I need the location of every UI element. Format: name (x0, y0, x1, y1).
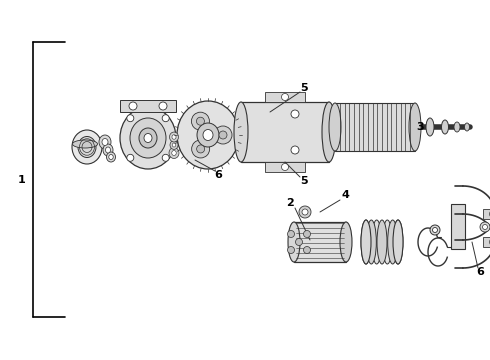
Bar (265, 162, 305, 172)
Circle shape (281, 163, 289, 171)
Circle shape (483, 225, 488, 230)
Bar (451, 204, 465, 249)
Text: 1: 1 (18, 175, 26, 185)
Ellipse shape (393, 220, 403, 264)
Circle shape (196, 145, 205, 153)
Bar (265, 92, 305, 102)
Circle shape (214, 126, 232, 144)
Ellipse shape (73, 140, 98, 148)
Ellipse shape (465, 123, 469, 131)
Ellipse shape (372, 220, 382, 264)
Ellipse shape (139, 128, 157, 148)
Text: 3: 3 (416, 122, 424, 132)
Ellipse shape (361, 220, 371, 264)
Text: 6: 6 (476, 267, 484, 277)
Bar (120, 100, 176, 112)
Bar (241, 102, 329, 162)
Circle shape (192, 140, 210, 158)
Circle shape (129, 102, 137, 110)
Circle shape (302, 209, 308, 215)
Ellipse shape (172, 143, 176, 147)
Circle shape (196, 117, 204, 125)
Bar (483, 209, 490, 219)
Circle shape (281, 94, 289, 100)
Circle shape (127, 115, 134, 122)
Ellipse shape (78, 136, 96, 158)
Ellipse shape (99, 135, 111, 149)
Ellipse shape (288, 222, 300, 262)
Ellipse shape (388, 220, 398, 264)
Ellipse shape (170, 141, 178, 149)
Ellipse shape (130, 118, 166, 158)
Ellipse shape (106, 152, 116, 162)
Circle shape (288, 230, 294, 238)
Bar (483, 237, 490, 247)
Bar (335, 103, 415, 151)
Ellipse shape (197, 123, 219, 147)
Ellipse shape (120, 107, 176, 169)
Circle shape (159, 102, 167, 110)
Ellipse shape (169, 148, 179, 158)
Text: 2: 2 (286, 198, 294, 208)
Ellipse shape (144, 134, 152, 143)
Ellipse shape (409, 103, 421, 151)
Ellipse shape (441, 120, 448, 134)
Ellipse shape (234, 102, 248, 162)
Ellipse shape (433, 228, 438, 233)
Text: 6: 6 (214, 170, 222, 180)
Circle shape (162, 115, 169, 122)
Circle shape (288, 247, 294, 253)
Ellipse shape (361, 220, 371, 264)
Text: 5: 5 (300, 176, 308, 186)
Ellipse shape (393, 220, 403, 264)
Ellipse shape (426, 118, 434, 136)
Circle shape (192, 112, 209, 130)
Ellipse shape (105, 147, 111, 153)
Ellipse shape (203, 130, 213, 140)
Ellipse shape (454, 122, 460, 132)
Ellipse shape (367, 220, 376, 264)
Ellipse shape (377, 220, 387, 264)
Ellipse shape (172, 135, 176, 139)
Ellipse shape (430, 225, 440, 235)
Circle shape (303, 247, 311, 253)
Circle shape (299, 206, 311, 218)
Ellipse shape (109, 154, 113, 159)
Circle shape (291, 110, 299, 118)
Bar (294, 222, 346, 262)
Text: 5: 5 (300, 83, 308, 93)
Ellipse shape (72, 130, 102, 164)
Ellipse shape (103, 144, 113, 156)
Ellipse shape (322, 102, 336, 162)
Circle shape (162, 154, 169, 161)
Circle shape (219, 131, 227, 139)
Circle shape (291, 146, 299, 154)
Circle shape (127, 154, 134, 161)
Text: 4: 4 (341, 190, 349, 200)
Ellipse shape (172, 150, 176, 156)
Ellipse shape (102, 139, 108, 145)
Circle shape (295, 239, 302, 246)
Circle shape (480, 222, 490, 232)
Ellipse shape (170, 132, 178, 142)
Ellipse shape (340, 222, 352, 262)
Circle shape (303, 230, 311, 238)
Ellipse shape (177, 101, 239, 169)
Ellipse shape (382, 220, 392, 264)
Ellipse shape (329, 103, 341, 151)
